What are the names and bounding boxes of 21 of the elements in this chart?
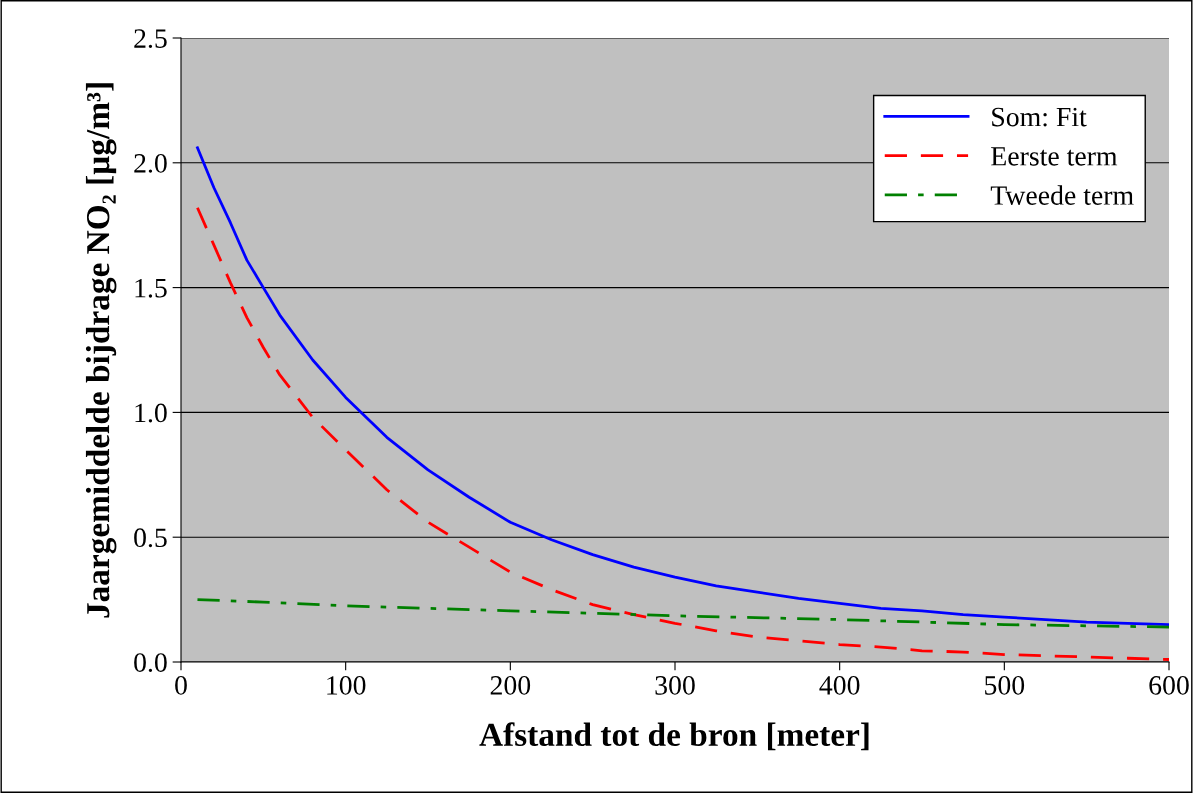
x-tick-label: 400 (819, 676, 860, 695)
y-tick-label: 1.0 (135, 403, 167, 423)
x-tick-label: 500 (985, 676, 1025, 695)
legend-label: Som: Fit (992, 107, 1087, 127)
y-tick-label: 2.5 (134, 29, 167, 49)
x-tick-label: 600 (1149, 676, 1189, 695)
y-tick-label: 1.5 (135, 278, 167, 298)
y-tick-label: 0.0 (134, 653, 167, 673)
y-tick-label: 0.5 (134, 528, 167, 548)
legend-label: Tweede term (990, 185, 1134, 205)
x-tick-label: 100 (327, 676, 366, 695)
y-tick-label: 2.0 (134, 153, 167, 173)
x-tick-label: 0 (175, 676, 187, 695)
x-axis-title: Afstand tot de bron [meter] (479, 722, 869, 751)
line-series (196, 146, 1169, 626)
x-tick-label: 300 (655, 676, 695, 695)
y-axis-title: Jaargemiddelde bijdrage NO₂ [µg/m³] (85, 83, 117, 618)
line-series (196, 206, 1169, 661)
line-series (196, 598, 1169, 629)
x-tick-label: 200 (490, 676, 531, 695)
legend-label: Eerste term (991, 147, 1118, 166)
